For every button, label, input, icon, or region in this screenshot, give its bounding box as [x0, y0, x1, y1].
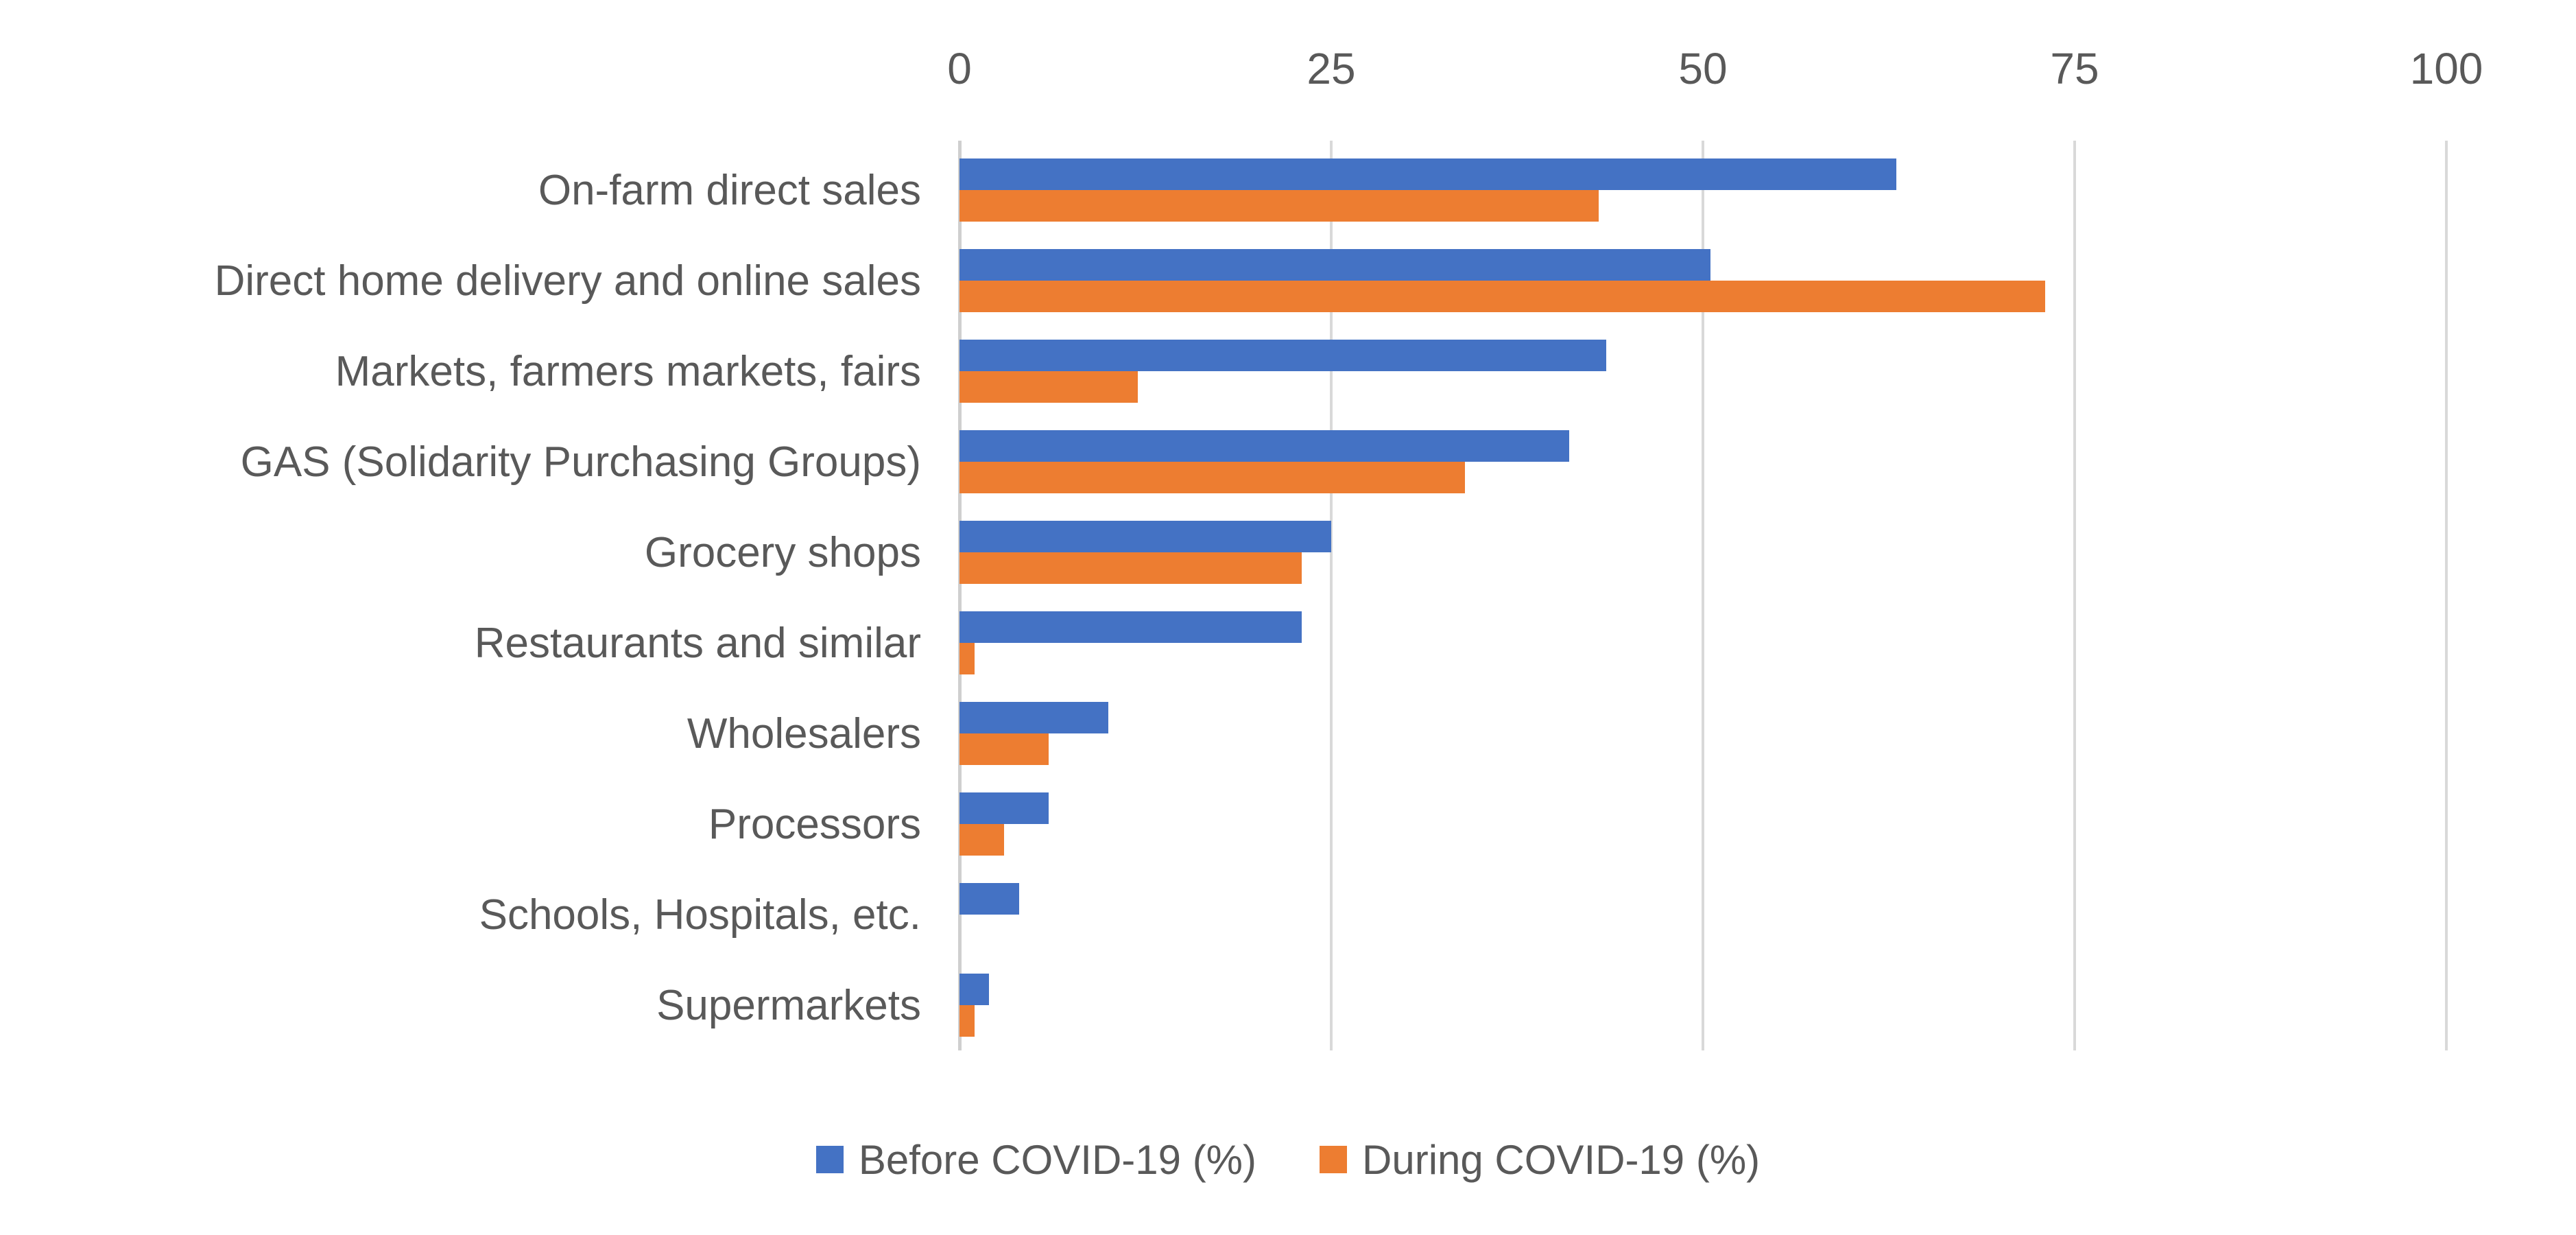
- category-label: Supermarkets: [656, 981, 921, 1029]
- bar-during-covid: [959, 1005, 975, 1037]
- category-label: Wholesalers: [687, 709, 921, 757]
- bar-before-covid: [959, 430, 1569, 462]
- legend-swatch-icon: [1320, 1146, 1348, 1173]
- x-gridline: [2445, 145, 2448, 1050]
- bar-before-covid: [959, 158, 1896, 190]
- legend-swatch-icon: [815, 1146, 844, 1173]
- bar-during-covid: [959, 643, 975, 674]
- category-label: On-farm direct sales: [538, 166, 921, 214]
- legend-label: Before COVID-19 (%): [858, 1136, 1257, 1183]
- bar-before-covid: [959, 521, 1331, 552]
- x-tick-label: 100: [2409, 44, 2483, 93]
- bar-before-covid: [959, 340, 1607, 371]
- legend: Before COVID-19 (%) During COVID-19 (%): [0, 1125, 2576, 1194]
- bar-before-covid: [959, 792, 1049, 824]
- bar-during-covid: [959, 824, 1005, 856]
- bar-before-covid: [959, 974, 990, 1005]
- x-gridline: [1330, 145, 1333, 1050]
- bar-before-covid: [959, 611, 1302, 643]
- bar-during-covid: [959, 462, 1466, 493]
- category-label: GAS (Solidarity Purchasing Groups): [240, 438, 921, 486]
- x-gridline: [1702, 145, 1704, 1050]
- bar-during-covid: [959, 552, 1302, 584]
- category-label: Markets, farmers markets, fairs: [335, 347, 921, 395]
- legend-item: During COVID-19 (%): [1320, 1136, 1760, 1184]
- legend-item: Before COVID-19 (%): [815, 1136, 1257, 1184]
- category-label: Processors: [708, 800, 921, 848]
- bar-before-covid: [959, 702, 1108, 733]
- legend-label: During COVID-19 (%): [1362, 1136, 1761, 1183]
- x-tick-label: 0: [947, 44, 972, 93]
- bar-during-covid: [959, 281, 2045, 312]
- category-label: Restaurants and similar: [474, 619, 921, 667]
- category-label: Direct home delivery and online sales: [214, 257, 921, 305]
- x-tick-label: 75: [2050, 44, 2099, 93]
- x-tick-label: 50: [1678, 44, 1728, 93]
- bar-during-covid: [959, 190, 1599, 222]
- x-tick-label: 25: [1307, 44, 1356, 93]
- bar-during-covid: [959, 733, 1049, 765]
- bar-during-covid: [959, 371, 1138, 403]
- x-gridline: [2073, 145, 2076, 1050]
- category-label: Schools, Hospitals, etc.: [479, 891, 921, 939]
- bar-before-covid: [959, 249, 1710, 281]
- bar-before-covid: [959, 883, 1019, 915]
- y-axis-line: [958, 141, 962, 1050]
- category-label: Grocery shops: [644, 528, 921, 576]
